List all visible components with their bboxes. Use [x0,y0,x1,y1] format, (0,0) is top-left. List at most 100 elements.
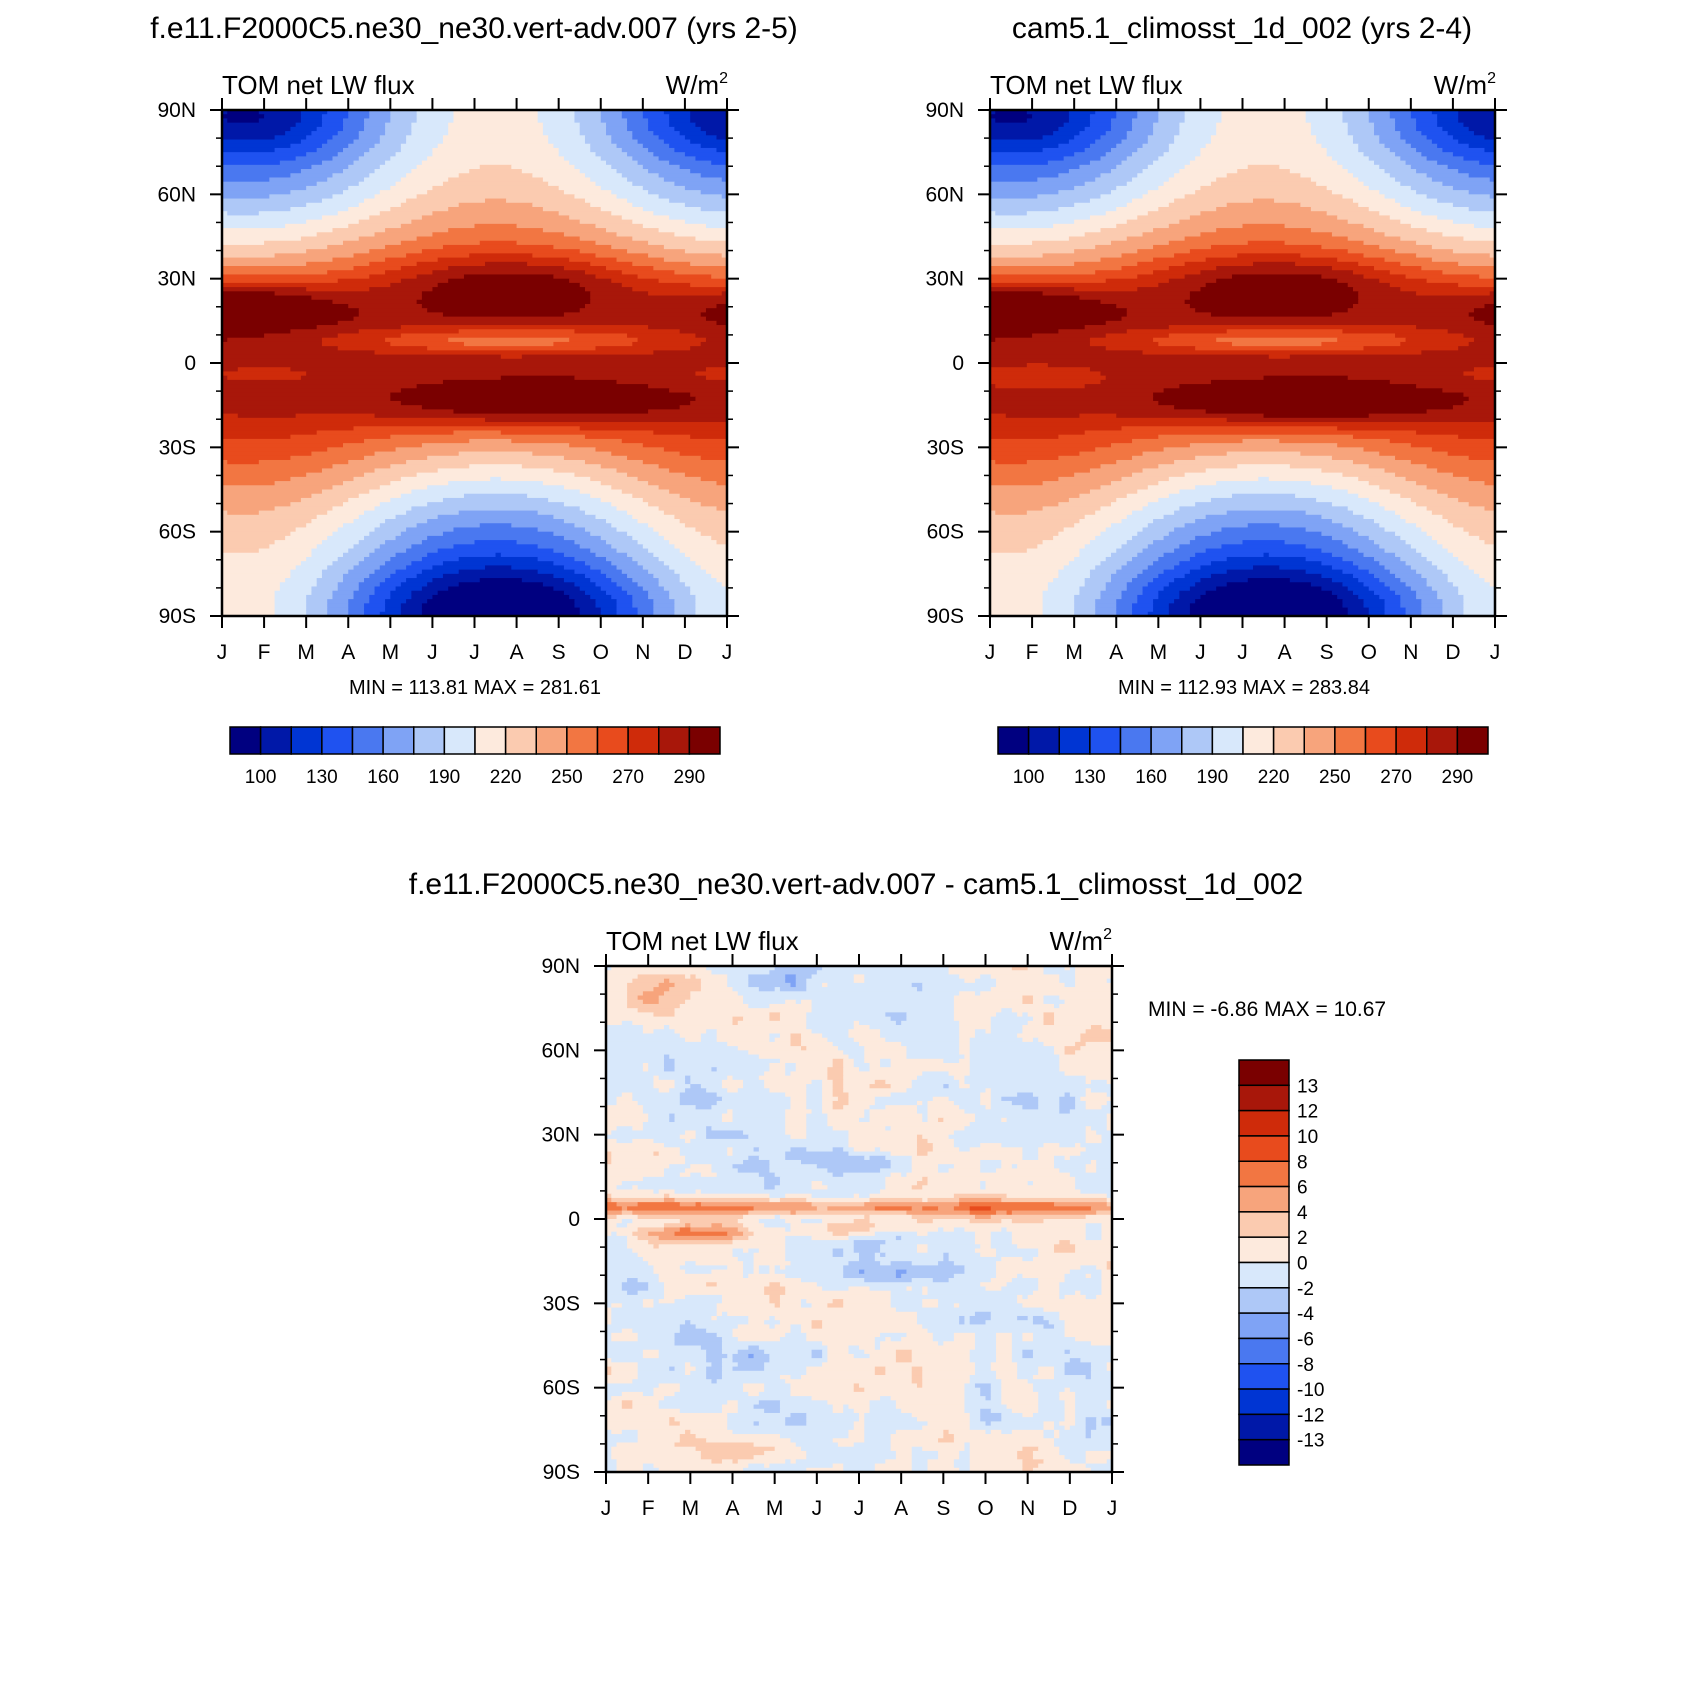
heatmap-cell [769,1299,781,1304]
heatmap-cell [1074,472,1133,478]
heatmap-cell [632,1404,660,1410]
heatmap-cell [806,1113,828,1119]
heatmap-cell [1069,1172,1113,1178]
heatmap-cell [695,1324,739,1330]
heatmap-cell [990,514,1086,520]
heatmap-cell [837,1046,865,1051]
heatmap-cell [864,1349,897,1355]
heatmap-cell [959,1033,976,1039]
heatmap-cell [490,476,502,482]
heatmap-cell [996,1269,1071,1275]
heatmap-cell [743,1248,749,1254]
heatmap-cell [1431,257,1496,263]
heatmap-cell [827,982,913,988]
heatmap-cell [990,287,1075,292]
heatmap-cell [990,1088,1087,1094]
heatmap-cell [316,578,344,583]
heatmap-cell [606,540,639,545]
heatmap-cell [658,995,691,1001]
heatmap-cell [1105,320,1486,326]
heatmap-cell [642,544,675,550]
heatmap-cell [695,1261,744,1266]
heatmap-cell [932,1332,955,1338]
heatmap-cell [532,202,591,208]
heatmap-cell [1363,599,1386,604]
heatmap-cell [859,1117,871,1123]
heatmap-cell [1189,291,1359,297]
colorbar-swatch [474,726,507,755]
heatmap-cell [1064,1417,1076,1422]
heatmap-cell [1059,1143,1076,1148]
heatmap-cell [658,485,728,491]
heatmap-cell [663,1290,765,1296]
heatmap-cell [637,1375,707,1380]
heatmap-cell [1368,586,1391,592]
heatmap-cell [1106,1079,1113,1085]
x-tick-label: O [593,641,609,664]
heatmap-cell [1463,122,1496,128]
heatmap-cell [500,354,523,360]
heatmap-cell [953,1164,981,1169]
heatmap-cell [606,1421,670,1427]
heatmap-cell [922,1176,929,1182]
heatmap-cell [1379,502,1417,507]
heatmap-cell [1147,565,1175,571]
heatmap-cell [316,325,402,330]
heatmap-cell [222,569,291,575]
heatmap-cell [611,1193,665,1199]
heatmap-cell [685,1155,749,1161]
heatmap-cell [1090,1370,1113,1376]
heatmap-cell [674,1079,686,1085]
heatmap-cell [611,190,649,195]
heatmap-cell [1106,1400,1113,1406]
heatmap-cell [743,1231,755,1237]
heatmap-cell [379,190,428,195]
heatmap-cell [658,1151,681,1157]
heatmap-cell [222,367,239,373]
heatmap-cell [1121,160,1154,166]
heatmap-cell [890,1261,913,1266]
heatmap-cell [595,274,639,280]
heatmap-cell [1442,599,1465,604]
heatmap-cell [1163,514,1207,520]
heatmap-cell [927,1244,981,1250]
heatmap-cell [785,1062,797,1068]
heatmap-cell [1200,578,1249,583]
heatmap-cell [1226,173,1301,179]
heatmap-cell [959,1041,971,1047]
heatmap-cell [853,1058,865,1064]
heatmap-cell [1058,569,1091,575]
x-tick-label: F [1026,641,1039,664]
heatmap-cell [769,1012,781,1018]
heatmap-cell [632,493,681,499]
heatmap-cell [1100,379,1212,385]
heatmap-cell [1032,1450,1060,1456]
heatmap-cell [637,1434,681,1439]
heatmap-cell [1137,287,1202,292]
heatmap-cell [980,1181,987,1186]
heatmap-cell [700,143,728,149]
heatmap-cell [911,1261,939,1266]
heatmap-cell [1137,249,1191,254]
heatmap-cell [1184,299,1359,305]
heatmap-cell [1489,582,1496,588]
heatmap-cell [1331,232,1386,238]
heatmap-cell [537,569,576,575]
heatmap-cell [790,1033,802,1039]
heatmap-cell [427,455,565,461]
heatmap-cell [1126,582,1149,588]
heatmap-cell [1352,459,1412,465]
heatmap-cell [348,599,370,604]
heatmap-cell [1064,1362,1092,1368]
heatmap-cell [822,1324,923,1330]
heatmap-cell [748,974,786,980]
heatmap-cell [606,1375,639,1380]
heatmap-cell [274,147,318,153]
heatmap-cell [827,1223,876,1229]
heatmap-cell [606,974,639,980]
heatmap-cell [1421,131,1449,136]
heatmap-cell [411,122,449,128]
heatmap-cell [1342,114,1370,120]
heatmap-cell [690,261,728,267]
heatmap-cell [1132,611,1149,617]
